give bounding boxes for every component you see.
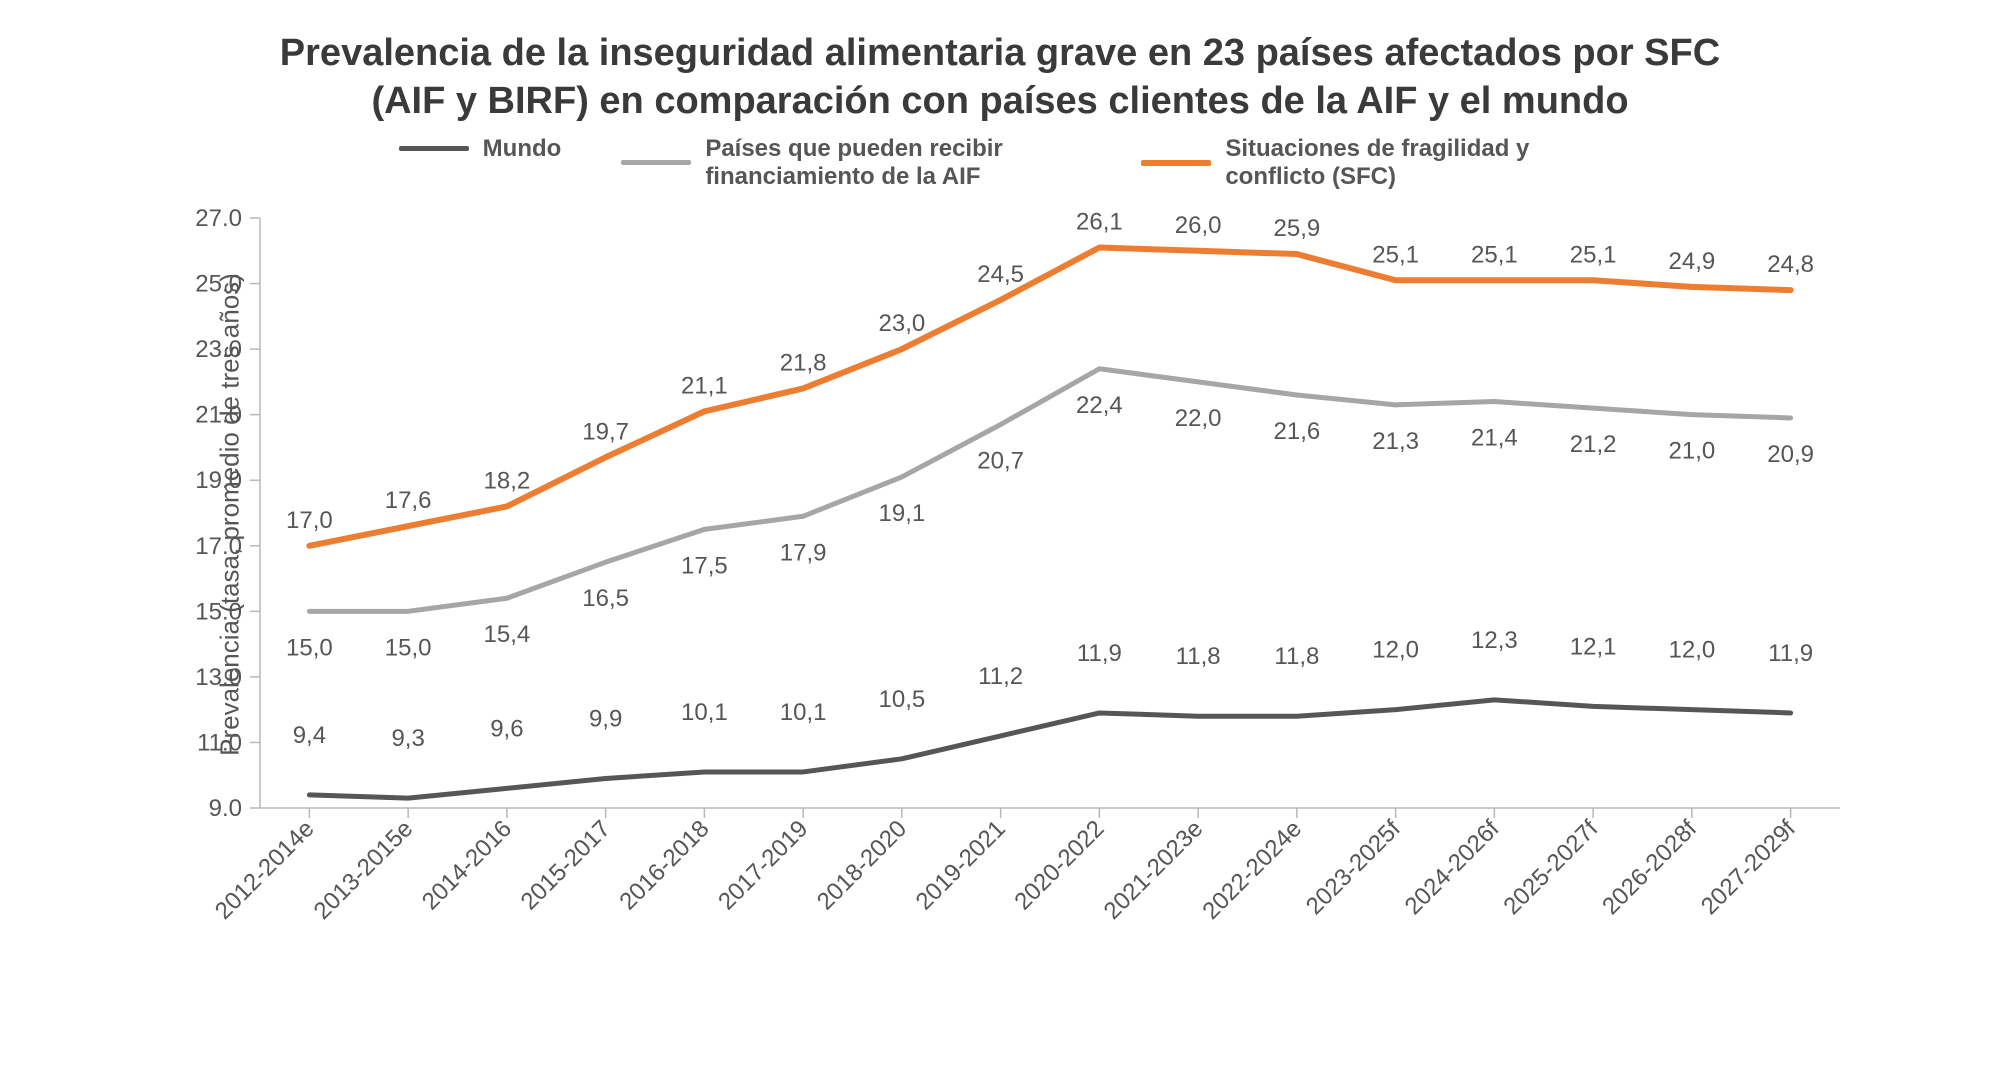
data-label-world: 12,1	[1570, 634, 1617, 661]
legend-swatch-ida	[621, 160, 691, 165]
data-label-sfc: 24,9	[1669, 248, 1716, 275]
data-label-ida: 15,0	[286, 635, 333, 662]
x-tick-label: 2014-2016	[417, 815, 517, 915]
data-label-ida: 16,5	[582, 585, 629, 612]
series-line-ida	[309, 369, 1790, 612]
legend-item-sfc: Situaciones de fragilidad y conflicto (S…	[1141, 135, 1601, 190]
data-label-sfc: 23,0	[879, 310, 926, 337]
x-tick-label: 2024-2026f	[1400, 815, 1505, 920]
data-label-sfc: 25,9	[1274, 215, 1321, 242]
chart-title-line2: (AIF y BIRF) en comparación con países c…	[371, 80, 1628, 122]
x-tick-label: 2019-2021	[911, 815, 1011, 915]
y-axis-label: Prevalencia (tasa, promedio de tres años…	[215, 255, 246, 775]
data-label-ida: 17,9	[780, 539, 827, 566]
data-label-sfc: 19,7	[582, 418, 629, 445]
x-tick-label: 2023-2025f	[1301, 815, 1406, 920]
x-tick-label: 2013-2015e	[309, 815, 419, 925]
line-chart: 9.011.013.015.017.019.021.023.025.027.02…	[140, 198, 1860, 958]
data-label-world: 9,4	[293, 722, 326, 749]
data-label-ida: 15,0	[385, 635, 432, 662]
data-label-ida: 21,4	[1471, 425, 1518, 452]
chart-area: Prevalencia (tasa, promedio de tres años…	[140, 198, 1860, 958]
legend-swatch-sfc	[1141, 160, 1211, 166]
data-label-sfc: 21,8	[780, 350, 827, 377]
data-label-world: 9,3	[391, 725, 424, 752]
data-label-sfc: 24,5	[977, 261, 1024, 288]
data-label-world: 11,8	[1176, 643, 1221, 670]
data-label-world: 11,8	[1274, 643, 1319, 670]
x-tick-label: 2017-2019	[713, 815, 813, 915]
data-label-world: 9,9	[589, 706, 622, 733]
data-label-world: 11,2	[978, 663, 1023, 690]
data-label-world: 12,0	[1669, 637, 1716, 664]
data-label-ida: 21,0	[1669, 438, 1716, 465]
data-label-ida: 21,6	[1274, 418, 1321, 445]
data-label-ida: 19,1	[879, 500, 926, 527]
x-tick-label: 2016-2018	[614, 815, 714, 915]
data-label-ida: 20,9	[1767, 441, 1814, 468]
data-label-ida: 21,3	[1372, 428, 1419, 455]
data-label-ida: 17,5	[681, 553, 728, 580]
y-tick-label: 9.0	[209, 795, 242, 822]
data-label-world: 10,1	[780, 699, 827, 726]
x-tick-label: 2020-2022	[1009, 815, 1109, 915]
data-label-sfc: 26,1	[1076, 209, 1123, 236]
x-tick-label: 2021-2023e	[1099, 815, 1209, 925]
data-label-sfc: 25,1	[1372, 241, 1419, 268]
legend-label-ida: Países que pueden recibir financiamiento…	[705, 135, 1081, 190]
y-tick-label: 27.0	[195, 205, 242, 232]
data-label-world: 12,3	[1471, 627, 1518, 654]
x-tick-label: 2025-2027f	[1498, 815, 1603, 920]
data-label-ida: 22,0	[1175, 405, 1222, 432]
x-tick-label: 2015-2017	[516, 815, 616, 915]
legend-label-sfc: Situaciones de fragilidad y conflicto (S…	[1225, 135, 1601, 190]
data-label-sfc: 21,1	[681, 373, 728, 400]
chart-title: Prevalencia de la inseguridad alimentari…	[150, 30, 1850, 125]
x-tick-label: 2012-2014e	[210, 815, 320, 925]
data-label-ida: 21,2	[1570, 431, 1617, 458]
data-label-sfc: 25,1	[1570, 241, 1617, 268]
legend-item-ida: Países que pueden recibir financiamiento…	[621, 135, 1081, 190]
data-label-world: 11,9	[1077, 640, 1122, 667]
series-line-world	[309, 700, 1790, 798]
data-label-ida: 20,7	[977, 448, 1024, 475]
legend-swatch-world	[399, 146, 469, 151]
data-label-sfc: 18,2	[484, 468, 531, 495]
data-label-sfc: 17,6	[385, 487, 432, 514]
data-label-world: 10,5	[879, 686, 926, 713]
legend-label-world: Mundo	[483, 135, 562, 163]
data-label-sfc: 25,1	[1471, 241, 1518, 268]
data-label-sfc: 17,0	[286, 507, 333, 534]
data-label-world: 9,6	[490, 716, 523, 743]
data-label-world: 11,9	[1768, 640, 1813, 667]
x-tick-label: 2018-2020	[812, 815, 912, 915]
chart-title-line1: Prevalencia de la inseguridad alimentari…	[280, 32, 1720, 74]
data-label-sfc: 26,0	[1175, 212, 1222, 239]
x-tick-label: 2026-2028f	[1597, 815, 1702, 920]
x-tick-label: 2022-2024e	[1197, 815, 1307, 925]
legend-item-world: Mundo	[399, 135, 562, 163]
x-tick-label: 2027-2029f	[1696, 815, 1801, 920]
data-label-world: 12,0	[1372, 637, 1419, 664]
data-label-ida: 22,4	[1076, 392, 1123, 419]
data-label-ida: 15,4	[484, 621, 531, 648]
legend: Mundo Países que pueden recibir financiam…	[40, 135, 1960, 190]
data-label-sfc: 24,8	[1767, 251, 1814, 278]
data-label-world: 10,1	[681, 699, 728, 726]
